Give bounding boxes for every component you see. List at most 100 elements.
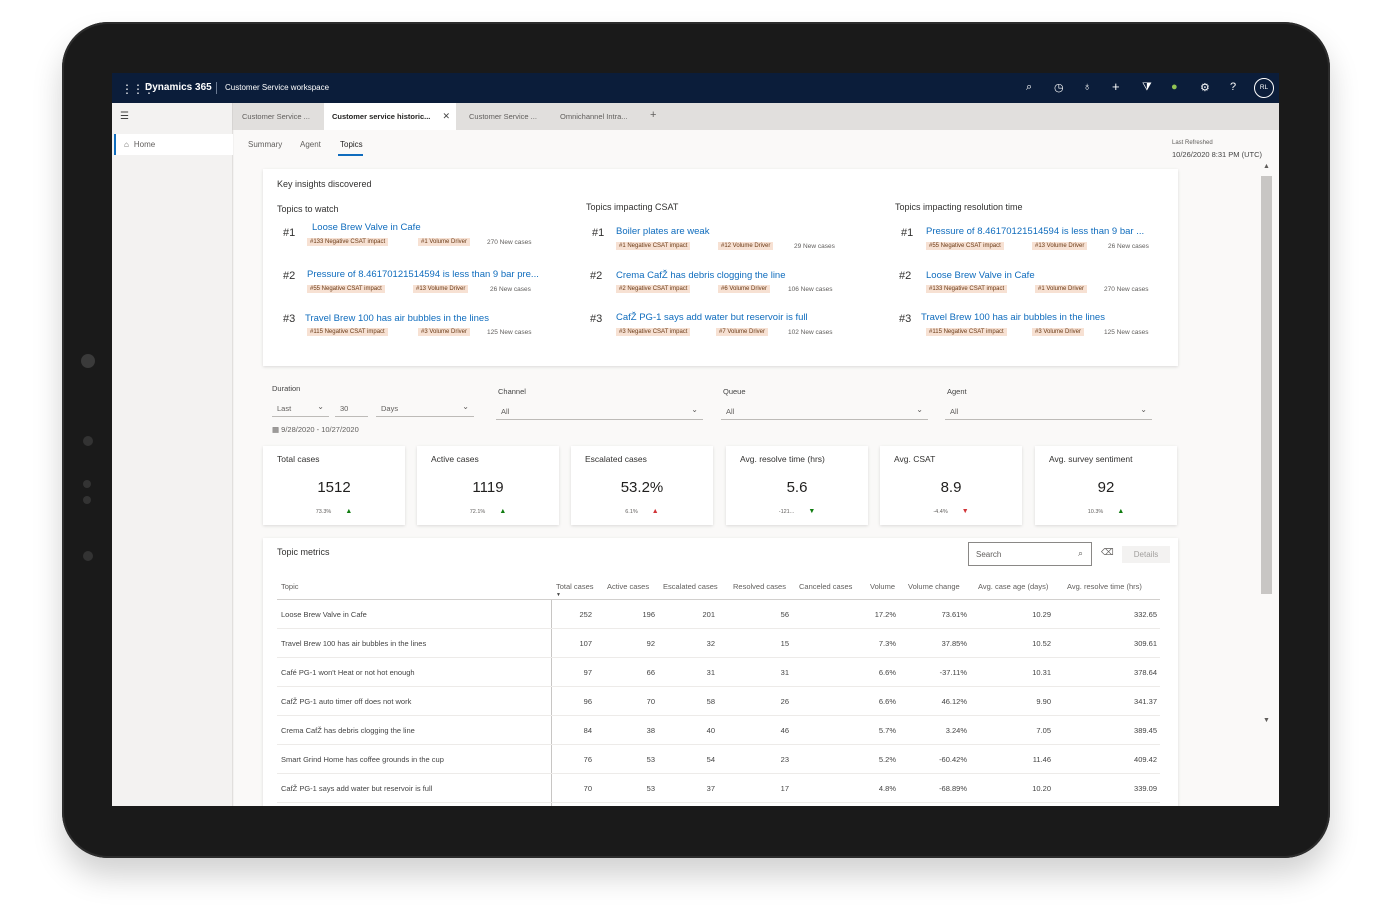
close-icon[interactable]: ✕ [442, 111, 450, 121]
duration-unit-select[interactable]: Days ⌄ [376, 400, 474, 417]
csat-badge: #55 Negative CSAT impact [926, 242, 1004, 250]
status-icon[interactable]: ● [1171, 81, 1178, 93]
new-cases: 125 New cases [1104, 329, 1149, 336]
kpi-delta: 10.3% ▲ [1035, 508, 1177, 515]
new-cases: 125 New cases [487, 329, 532, 336]
select-value: All [726, 407, 735, 416]
kpi-value: 92 [1097, 479, 1115, 496]
value-cell: 6.6% [878, 668, 896, 677]
scroll-up-icon[interactable]: ▲ [1263, 163, 1270, 170]
value-cell: 73.61% [941, 610, 967, 619]
tab-label: Customer service historic... [332, 112, 431, 121]
details-button[interactable]: Details [1122, 546, 1170, 563]
insight-topic-link[interactable]: CafŽ PG-1 says add water but reservoir i… [616, 312, 808, 323]
tab-customer-service-2[interactable]: Customer Service ... [461, 103, 549, 130]
frozen-column-divider [551, 600, 552, 806]
table-row[interactable]: Smart Grind Home has coffee grounds in t… [277, 745, 1160, 774]
table-row[interactable]: Crema CafŽ has debris clogging the line 8… [277, 716, 1160, 745]
insight-topic-link[interactable]: Loose Brew Valve in Cafe [312, 222, 421, 233]
column-header-canceled-cases[interactable]: Canceled cases [799, 582, 853, 591]
queue-select[interactable]: All ⌄ [721, 403, 928, 420]
value-cell: -60.42% [939, 755, 967, 764]
insight-topic-link[interactable]: Travel Brew 100 has air bubbles in the l… [921, 312, 1105, 323]
column-header-resolved-cases[interactable]: Resolved cases [733, 582, 786, 591]
tab-omnichannel[interactable]: Omnichannel Intra... [552, 103, 640, 130]
clear-filter-icon[interactable]: ⌫ [1101, 547, 1114, 557]
column-header-active-cases[interactable]: Active cases [607, 582, 650, 591]
table-row[interactable]: Café PG-1 won't Heat or not hot enough 97… [277, 658, 1160, 687]
active-tab-indicator [338, 154, 363, 156]
key-insights-card: Key insights discovered Topics to watch … [263, 169, 1178, 366]
topic-cell: CafŽ PG-1 auto timer off does not work [281, 697, 412, 706]
rank-label: #3 [283, 313, 296, 325]
rank-label: #2 [283, 270, 296, 282]
table-row[interactable]: Loose Brew Valve in Cafe 252 196 201 56 17.2%… [277, 600, 1160, 629]
column-header-avg-case-age[interactable]: Avg. case age (days) [978, 582, 1049, 591]
search-icon[interactable]: ⌕ [1026, 81, 1033, 93]
page-scrollbar[interactable] [1261, 176, 1272, 594]
column-header-total-cases[interactable]: Total cases [556, 582, 594, 591]
value-cell: 38 [646, 726, 655, 735]
hamburger-icon[interactable]: ☰ [120, 111, 129, 122]
home-button [81, 354, 95, 368]
queue-label: Queue [723, 387, 746, 396]
tab-topics[interactable]: Topics [340, 140, 363, 149]
tab-customer-service-1[interactable]: Customer Service ... [234, 103, 322, 130]
volume-badge: #1 Volume Driver [418, 238, 471, 246]
channel-select[interactable]: All ⌄ [496, 403, 703, 420]
avatar[interactable]: RL [1254, 78, 1274, 98]
volume-badge: #1 Volume Driver [1035, 285, 1088, 293]
gear-icon[interactable]: ⚙ [1200, 82, 1210, 94]
tab-agent[interactable]: Agent [300, 140, 321, 149]
filter-icon[interactable]: ⧩ [1142, 81, 1152, 93]
column-title: Topics impacting resolution time [895, 202, 1023, 212]
workspace-title: Customer Service workspace [225, 83, 330, 92]
insight-topic-link[interactable]: Boiler plates are weak [616, 226, 710, 237]
insight-topic-link[interactable]: Crema CafŽ has debris clogging the line [616, 270, 786, 281]
app-launcher-icon[interactable]: ⋮⋮⋮ [121, 82, 155, 96]
column-header-volume-change[interactable]: Volume change [908, 582, 960, 591]
new-cases: 29 New cases [794, 243, 835, 250]
table-row[interactable]: CafŽ PG-1 says add water but reservoir i… [277, 774, 1160, 803]
column-header-escalated-cases[interactable]: Escalated cases [663, 582, 718, 591]
top-bar: ⋮⋮⋮ Dynamics 365 Customer Service worksp… [112, 73, 1279, 103]
insight-topic-link[interactable]: Pressure of 8.46170121514594 is less tha… [926, 226, 1145, 237]
table-row[interactable]: Travel Brew 100 has air bubbles in the l… [277, 629, 1160, 658]
scroll-down-icon[interactable]: ▼ [1263, 717, 1270, 724]
add-tab-icon[interactable]: + [650, 109, 657, 121]
kpi-active-cases: Active cases 1119 72.1% ▲ [417, 446, 559, 525]
topic-cell: Café PG-1 won't Heat or not hot enough [281, 668, 415, 677]
lightbulb-icon[interactable]: ♁ [1083, 81, 1092, 93]
insight-topic-link[interactable]: Loose Brew Valve in Cafe [926, 270, 1035, 281]
value-cell: 97 [583, 668, 592, 677]
home-icon: ⌂ [124, 140, 129, 149]
topic-metrics-card: Topic metrics Search ⌕ ⌫ Details Topic To… [263, 538, 1178, 806]
column-title: Topics to watch [277, 204, 339, 214]
insight-topic-link[interactable]: Pressure of 8.46170121514594 is less tha… [307, 269, 539, 280]
kpi-delta: 6.1% ▲ [571, 508, 713, 515]
column-header-volume[interactable]: Volume [870, 582, 896, 591]
tab-historical[interactable]: Customer service historic... ✕ [324, 103, 456, 130]
value-cell: 252 [579, 610, 592, 619]
insight-topic-link[interactable]: Travel Brew 100 has air bubbles in the l… [305, 313, 489, 324]
sidebar-item-home[interactable]: ⌂ Home [114, 134, 233, 155]
brand-title[interactable]: Dynamics 365 [145, 82, 212, 93]
task-icon[interactable]: ◷ [1054, 82, 1064, 94]
table-row[interactable]: CafŽ PG-1 auto timer off does not work 96… [277, 687, 1160, 716]
topic-cell: Smart Grind Home has coffee grounds in t… [281, 755, 444, 764]
duration-mode-select[interactable]: Last ⌄ [272, 400, 329, 417]
value-cell: 7.05 [1036, 726, 1051, 735]
volume-badge: #13 Volume Driver [413, 285, 469, 293]
tab-summary[interactable]: Summary [248, 140, 283, 149]
new-cases: 26 New cases [1108, 243, 1149, 250]
column-header-topic[interactable]: Topic [281, 582, 299, 591]
agent-label: Agent [947, 387, 967, 396]
plus-icon[interactable]: + [1112, 79, 1120, 94]
duration-value-input[interactable]: 30 [335, 400, 368, 417]
chevron-down-icon: ⌄ [916, 405, 923, 414]
column-header-avg-resolve-time[interactable]: Avg. resolve time (hrs) [1067, 582, 1142, 591]
agent-select[interactable]: All ⌄ [945, 403, 1152, 420]
kpi-value: 1512 [317, 479, 351, 496]
search-input[interactable]: Search ⌕ [968, 542, 1092, 566]
help-icon[interactable]: ? [1230, 81, 1237, 93]
